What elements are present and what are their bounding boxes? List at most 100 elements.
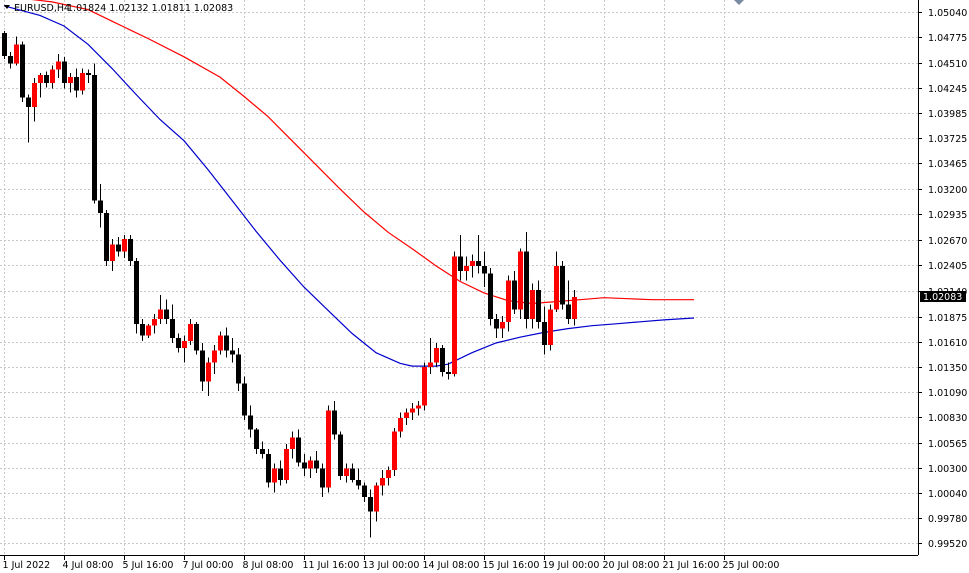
candle-body xyxy=(338,434,343,476)
candle-body xyxy=(404,412,409,419)
candle-body xyxy=(206,362,211,382)
symbol-label: EURUSD,H4 xyxy=(14,3,70,14)
candle xyxy=(422,362,427,411)
candle xyxy=(272,463,277,493)
candle-body xyxy=(2,32,7,56)
candle xyxy=(14,36,19,66)
candle-body xyxy=(350,468,355,480)
candle xyxy=(176,333,181,353)
y-tick-label: 1.01875 xyxy=(928,313,967,324)
candle xyxy=(50,65,55,89)
y-tick-label: 1.04775 xyxy=(928,33,967,44)
candle xyxy=(446,362,451,380)
y-tick-label: 1.02670 xyxy=(928,236,967,247)
moving-averages xyxy=(3,0,695,367)
candle-body xyxy=(116,244,121,252)
candle-body xyxy=(236,354,241,384)
y-tick-label: 1.01610 xyxy=(928,338,967,349)
candle-body xyxy=(176,338,181,348)
candle xyxy=(140,318,145,342)
candle-body xyxy=(482,265,487,274)
candle xyxy=(332,400,337,440)
candle xyxy=(32,78,37,122)
x-tick-label: 15 Jul 16:00 xyxy=(483,560,540,571)
candle-body xyxy=(512,280,517,310)
y-tick-label: 1.02405 xyxy=(928,261,967,272)
candle-body xyxy=(344,468,349,476)
candle-body xyxy=(20,44,25,98)
dropdown-arrow-icon[interactable] xyxy=(4,5,10,9)
candle-body xyxy=(230,350,235,355)
candle xyxy=(230,338,235,363)
candle xyxy=(200,343,205,392)
candle xyxy=(74,68,79,98)
candle-body xyxy=(320,468,325,488)
candle xyxy=(536,280,541,329)
candle xyxy=(116,237,121,257)
y-tick-label: 1.02935 xyxy=(928,210,967,221)
candle-body xyxy=(44,75,49,83)
candle-body xyxy=(500,321,505,329)
ma-blue-line xyxy=(3,5,695,367)
candle-body xyxy=(62,61,67,83)
candle-body xyxy=(158,309,163,319)
candle xyxy=(242,376,247,421)
candle-body xyxy=(14,44,19,64)
candle xyxy=(488,267,493,326)
candle-body xyxy=(272,468,277,483)
candle xyxy=(104,210,109,266)
x-tick-label: 4 Jul 08:00 xyxy=(63,560,114,571)
candle xyxy=(278,460,283,486)
candle-body xyxy=(200,350,205,382)
candle-body xyxy=(536,290,541,322)
candle xyxy=(134,258,139,334)
candle xyxy=(308,456,313,478)
candle-body xyxy=(356,479,361,486)
candle-body xyxy=(290,437,295,450)
candle-body xyxy=(518,251,523,310)
candle xyxy=(98,184,103,228)
candle xyxy=(152,314,157,334)
x-tick-label: 19 Jul 00:00 xyxy=(543,560,600,571)
candle xyxy=(560,261,565,310)
candle xyxy=(296,429,301,467)
candle xyxy=(44,71,49,88)
candle xyxy=(326,405,331,493)
candle-body xyxy=(560,265,565,305)
candle xyxy=(518,248,523,319)
candle-body xyxy=(368,497,373,512)
candle-body xyxy=(212,350,217,363)
candle xyxy=(80,68,85,95)
candle-body xyxy=(530,290,535,319)
candle xyxy=(548,304,553,351)
candle xyxy=(452,251,457,377)
shift-marker-icon[interactable] xyxy=(734,0,744,5)
candle xyxy=(344,463,349,483)
x-tick-label: 25 Jul 00:00 xyxy=(723,560,780,571)
candle xyxy=(2,30,7,59)
candle xyxy=(248,405,253,438)
candle xyxy=(410,402,415,421)
candle-body xyxy=(188,323,193,342)
candle-body xyxy=(548,309,553,345)
candle xyxy=(392,427,397,476)
candle-body xyxy=(86,73,91,76)
candle-body xyxy=(80,73,85,91)
candle-body xyxy=(254,429,259,450)
candle-body xyxy=(92,75,97,201)
x-tick-label: 7 Jul 00:00 xyxy=(183,560,234,571)
candle-body xyxy=(434,347,439,363)
x-tick-label: 20 Jul 08:00 xyxy=(603,560,660,571)
candle-body xyxy=(74,77,79,91)
candles xyxy=(2,30,577,538)
candle-body xyxy=(440,347,445,372)
candle-body xyxy=(464,265,469,271)
candle-body xyxy=(524,251,529,319)
candle-body xyxy=(260,449,265,454)
candle xyxy=(482,251,487,288)
x-tick-label: 8 Jul 08:00 xyxy=(243,560,294,571)
candle xyxy=(170,304,175,344)
candle-body xyxy=(152,318,157,326)
candle xyxy=(290,431,295,459)
